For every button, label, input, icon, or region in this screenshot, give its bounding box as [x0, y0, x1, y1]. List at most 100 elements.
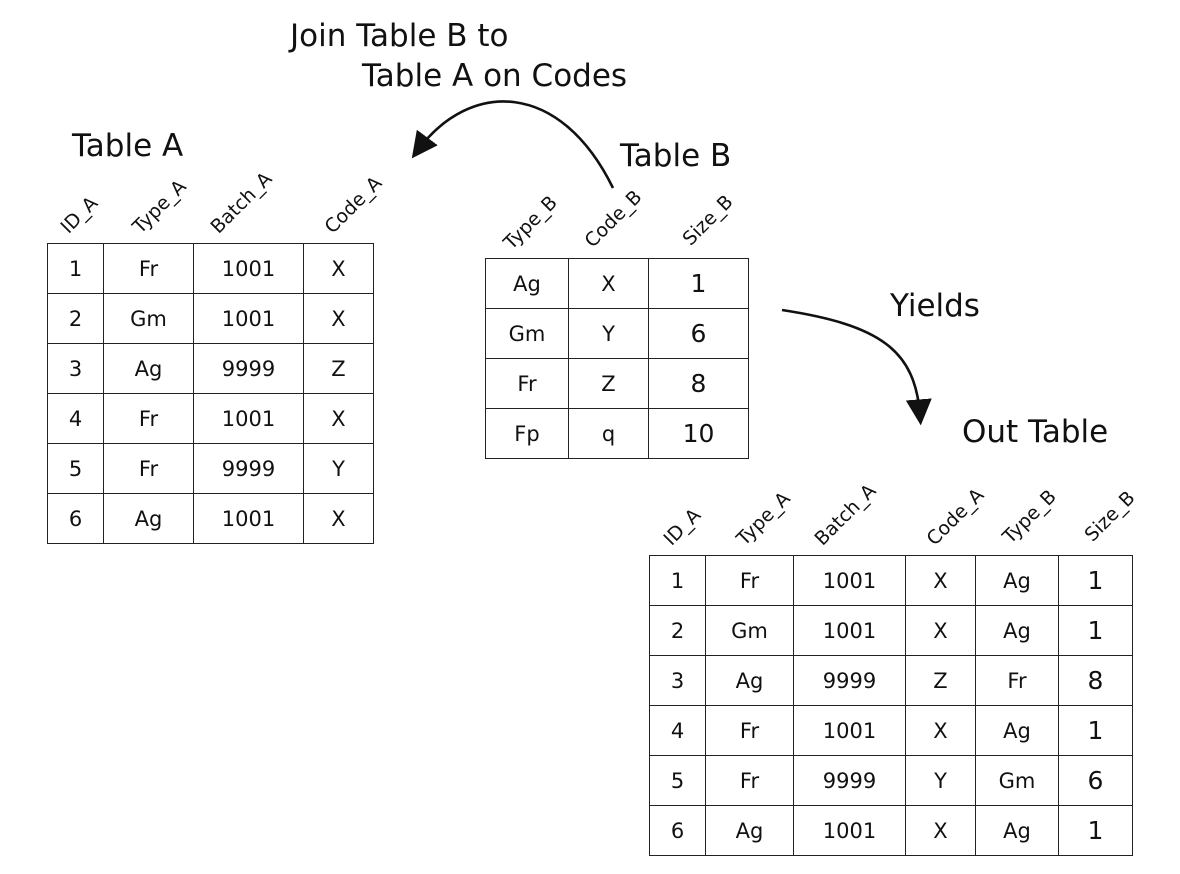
table-cell: 1001 — [793, 805, 906, 856]
table-cell: Ag — [103, 493, 194, 544]
table-a: 1 Fr 1001 X 2 Gm 1001 X 3 Ag 9999 Z 4 Fr… — [47, 243, 374, 544]
table-cell: 6 — [1058, 755, 1133, 806]
table-cell: 1001 — [793, 605, 906, 656]
join-arrow — [411, 100, 615, 189]
table-cell: 6 — [648, 308, 749, 359]
table-cell: Gm — [975, 755, 1059, 806]
table-cell: 1001 — [193, 393, 304, 444]
table-row: 2 Gm 1001 X — [47, 293, 374, 344]
table-row: 5 Fr 9999 Y — [47, 443, 374, 494]
table-cell: X — [303, 293, 374, 344]
table-cell: Ag — [485, 258, 569, 309]
table-cell: 5 — [649, 755, 706, 806]
table-cell: Ag — [975, 705, 1059, 756]
table-cell: Ag — [975, 605, 1059, 656]
table-cell: 3 — [649, 655, 706, 706]
table-cell: Gm — [485, 308, 569, 359]
table-cell: 8 — [648, 358, 749, 409]
table-row: 4 Fr 1001 X — [47, 393, 374, 444]
table-row: 2 Gm 1001 X Ag 1 — [649, 605, 1133, 656]
join-note-line2: Table A on Codes — [362, 58, 628, 94]
table-row: 3 Ag 9999 Z Fr 8 — [649, 655, 1133, 706]
table-cell: X — [905, 805, 976, 856]
table-cell: Ag — [975, 555, 1059, 606]
table-cell: Gm — [103, 293, 194, 344]
table-cell: 1 — [1058, 555, 1133, 606]
yields-note: Yields — [890, 288, 980, 324]
join-note-line1: Join Table B to — [290, 18, 509, 54]
table-a-title: Table A — [72, 128, 184, 164]
table-cell: 1 — [47, 243, 104, 294]
table-cell: Fr — [705, 555, 794, 606]
table-cell: 6 — [649, 805, 706, 856]
table-cell: Fr — [103, 393, 194, 444]
table-cell: 2 — [649, 605, 706, 656]
table-cell: 1 — [648, 258, 749, 309]
table-cell: 1001 — [193, 243, 304, 294]
table-row: 4 Fr 1001 X Ag 1 — [649, 705, 1133, 756]
table-row: Fp q 10 — [485, 408, 749, 459]
table-cell: Fr — [485, 358, 569, 409]
table-cell: Z — [303, 343, 374, 394]
table-row: Ag X 1 — [485, 258, 749, 309]
table-cell: 5 — [47, 443, 104, 494]
table-cell: 1001 — [793, 555, 906, 606]
table-cell: Ag — [705, 655, 794, 706]
table-cell: Fr — [103, 443, 194, 494]
table-row: 3 Ag 9999 Z — [47, 343, 374, 394]
table-cell: 9999 — [193, 443, 304, 494]
table-cell: 1 — [1058, 705, 1133, 756]
table-cell: 3 — [47, 343, 104, 394]
table-cell: 4 — [47, 393, 104, 444]
table-cell: 1001 — [193, 493, 304, 544]
table-row: Fr Z 8 — [485, 358, 749, 409]
table-cell: 1 — [1058, 605, 1133, 656]
table-row: Gm Y 6 — [485, 308, 749, 359]
table-cell: 9999 — [193, 343, 304, 394]
table-cell: Ag — [103, 343, 194, 394]
table-row: 6 Ag 1001 X — [47, 493, 374, 544]
table-b-title: Table B — [620, 138, 732, 174]
table-cell: Fr — [705, 755, 794, 806]
table-row: 5 Fr 9999 Y Gm 6 — [649, 755, 1133, 806]
table-cell: X — [905, 705, 976, 756]
table-cell: X — [568, 258, 649, 309]
table-cell: 4 — [649, 705, 706, 756]
table-row: 1 Fr 1001 X — [47, 243, 374, 294]
table-cell: 10 — [648, 408, 749, 459]
table-cell: X — [303, 493, 374, 544]
table-row: 6 Ag 1001 X Ag 1 — [649, 805, 1133, 856]
table-cell: Z — [905, 655, 976, 706]
table-cell: X — [905, 605, 976, 656]
table-cell: Z — [568, 358, 649, 409]
table-cell: Gm — [705, 605, 794, 656]
table-cell: Fr — [705, 705, 794, 756]
table-cell: 1001 — [193, 293, 304, 344]
table-b: Ag X 1 Gm Y 6 Fr Z 8 Fp q 10 — [485, 258, 749, 459]
table-cell: Ag — [975, 805, 1059, 856]
table-cell: Y — [568, 308, 649, 359]
table-cell: 8 — [1058, 655, 1133, 706]
table-row: 1 Fr 1001 X Ag 1 — [649, 555, 1133, 606]
table-cell: 1001 — [793, 705, 906, 756]
table-cell: 9999 — [793, 655, 906, 706]
table-cell: Y — [303, 443, 374, 494]
table-cell: X — [303, 393, 374, 444]
table-cell: X — [303, 243, 374, 294]
table-cell: 9999 — [793, 755, 906, 806]
yields-arrow — [781, 308, 932, 426]
table-cell: 2 — [47, 293, 104, 344]
out-table: 1 Fr 1001 X Ag 1 2 Gm 1001 X Ag 1 3 Ag 9… — [649, 555, 1133, 856]
table-cell: Ag — [705, 805, 794, 856]
table-cell: Fp — [485, 408, 569, 459]
table-cell: 6 — [47, 493, 104, 544]
table-cell: X — [905, 555, 976, 606]
table-cell: 1 — [649, 555, 706, 606]
table-cell: Fr — [975, 655, 1059, 706]
table-cell: Fr — [103, 243, 194, 294]
table-cell: 1 — [1058, 805, 1133, 856]
table-cell: q — [568, 408, 649, 459]
out-table-title: Out Table — [962, 414, 1109, 450]
table-cell: Y — [905, 755, 976, 806]
